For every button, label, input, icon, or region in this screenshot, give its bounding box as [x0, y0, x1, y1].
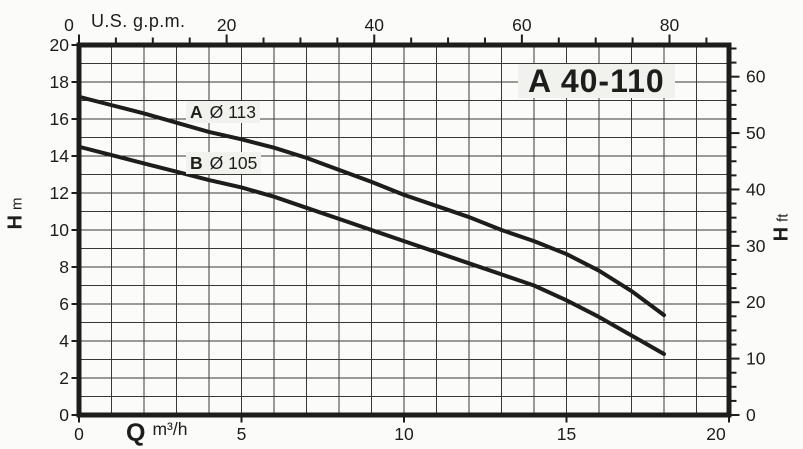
left-axis-symbol: H: [4, 215, 27, 230]
left-axis-tick-label: 0: [59, 405, 69, 425]
right-axis-unit: ft: [774, 213, 792, 222]
bottom-axis-tick-label: 0: [74, 424, 84, 444]
curve-label-b: B Ø 105: [186, 152, 262, 174]
left-axis-tick-label: 2: [59, 368, 69, 388]
left-axis-tick-label: 16: [50, 109, 69, 129]
top-axis-tick-label: 20: [217, 15, 237, 35]
left-axis-tick-label: 20: [50, 35, 70, 55]
bottom-axis-unit: m³/h: [152, 419, 188, 439]
bottom-axis-tick-label: 20: [706, 424, 726, 444]
left-axis-unit: m: [8, 197, 26, 211]
left-axis-tick-label: 8: [59, 257, 69, 277]
left-axis-tick-label: 4: [59, 331, 69, 351]
curve-label-a: A Ø 113: [186, 101, 261, 123]
left-axis-tick-label: 14: [50, 146, 70, 166]
bottom-axis-tick-label: 10: [394, 424, 414, 444]
curve-b-letter: B: [190, 153, 203, 173]
right-axis-label: Hft: [770, 214, 793, 242]
chart-title: A 40-110: [518, 64, 675, 98]
right-axis-tick-label: 0: [746, 405, 756, 425]
right-axis-tick-label: 50: [746, 123, 766, 143]
curve-a-diameter: Ø 113: [209, 102, 257, 122]
right-axis-tick-label: 40: [746, 179, 766, 199]
left-axis-tick-label: 12: [50, 183, 69, 203]
curve-a-letter: A: [190, 102, 203, 122]
top-axis-tick-label: 80: [660, 15, 680, 35]
top-axis-tick-label: 0: [64, 15, 74, 35]
top-axis-tick-label: 40: [365, 15, 385, 35]
top-axis-tick-label: 60: [512, 15, 532, 35]
left-axis-tick-label: 18: [50, 72, 69, 92]
right-axis-tick-label: 10: [746, 349, 766, 369]
bottom-axis-tick-label: 15: [557, 424, 576, 444]
left-axis-label: Hm: [4, 198, 27, 230]
right-axis-symbol: H: [770, 226, 793, 242]
curve-b-diameter: Ø 105: [209, 153, 258, 173]
right-axis-tick-label: 60: [746, 67, 766, 87]
right-axis-tick-label: 30: [746, 236, 766, 256]
curve-A: [77, 94, 666, 318]
bottom-axis-symbol: Q: [126, 419, 146, 447]
right-axis-tick-label: 20: [746, 292, 766, 312]
bottom-axis-tick-label: 5: [237, 424, 247, 444]
top-axis-unit-label: U.S. g.p.m.: [91, 11, 186, 31]
left-axis-tick-label: 6: [59, 294, 69, 314]
curve-B: [77, 144, 666, 356]
left-axis-tick-label: 10: [50, 220, 70, 240]
